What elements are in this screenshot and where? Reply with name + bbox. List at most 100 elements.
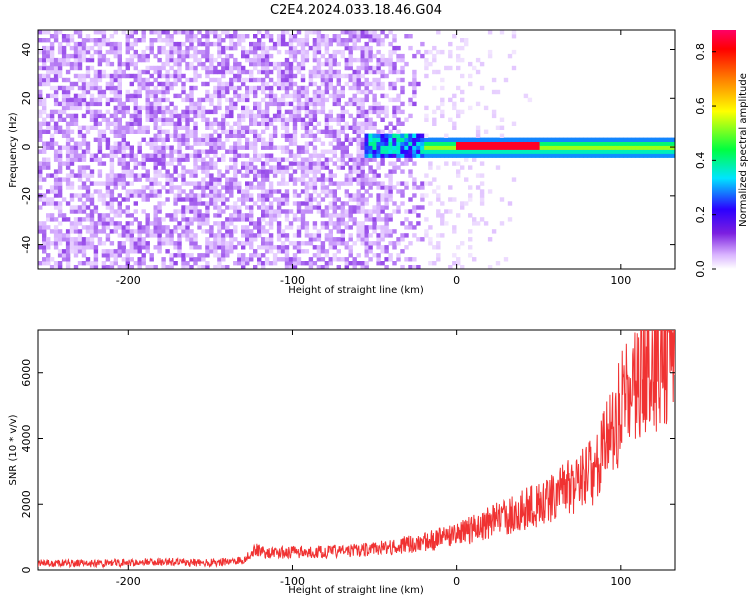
heatmap-cell (376, 257, 381, 262)
heatmap-cell (217, 181, 222, 186)
colorbar-tick-label: 0.0 (694, 260, 707, 278)
heatmap-cell (376, 129, 381, 134)
heatmap-cell (487, 265, 493, 269)
heatmap-cell (137, 129, 142, 134)
heatmap-cell (288, 257, 294, 262)
heatmap-cell (181, 89, 186, 95)
heatmap-cell (257, 133, 262, 138)
heatmap-cell (73, 93, 79, 99)
heatmap-cell (268, 201, 274, 206)
heatmap-cell (225, 121, 230, 126)
heatmap-cell (452, 153, 457, 158)
heatmap-cell (193, 209, 198, 214)
heatmap-cell (257, 77, 262, 83)
heatmap-cell (93, 265, 99, 269)
heatmap-cell (376, 209, 381, 214)
heatmap-cell (49, 41, 55, 47)
heatmap-cell (332, 145, 337, 150)
heatmap-cell (181, 73, 186, 79)
heatmap-cell (388, 241, 393, 246)
heatmap-cell (97, 57, 103, 63)
heatmap-cell (177, 69, 182, 75)
heatmap-cell (217, 261, 222, 266)
heatmap-cell (264, 34, 270, 39)
heatmap-cell (177, 237, 182, 242)
heatmap-cell (137, 193, 142, 198)
heatmap-cell (233, 145, 238, 150)
heatmap-cell (440, 77, 445, 83)
heatmap-cell (372, 38, 377, 43)
heatmap-cell (249, 245, 254, 250)
heatmap-cell (141, 157, 146, 162)
heatmap-cell (356, 38, 361, 43)
heatmap-cell (253, 201, 258, 206)
heatmap-cell (292, 93, 298, 99)
heatmap-cell (46, 257, 51, 262)
heatmap-cell (404, 181, 409, 186)
heatmap-cell (623, 149, 628, 154)
heatmap-cell (185, 205, 190, 210)
heatmap-cell (280, 81, 286, 87)
heatmap-cell (380, 105, 385, 111)
heatmap-cell (268, 117, 274, 122)
heatmap-cell (352, 77, 357, 83)
heatmap-cell (312, 45, 318, 51)
heatmap-cell (61, 53, 67, 59)
heatmap-cell (153, 30, 158, 35)
heatmap-cell (137, 241, 142, 246)
heatmap-cell (221, 265, 226, 269)
heatmap-cell (81, 81, 87, 87)
heatmap-cell (229, 85, 234, 91)
heatmap-cell (619, 153, 624, 158)
heatmap-cell (145, 125, 150, 130)
heatmap-cell (400, 181, 405, 186)
heatmap-cell (304, 165, 310, 170)
heatmap-cell (169, 49, 174, 55)
heatmap-cell (125, 61, 130, 67)
heatmap-cell (380, 157, 385, 162)
heatmap-cell (173, 165, 178, 170)
heatmap-cell (201, 105, 206, 111)
heatmap-cell (376, 101, 381, 107)
heatmap-cell (225, 149, 230, 154)
heatmap-cell (261, 177, 266, 182)
heatmap-cell (356, 209, 361, 214)
heatmap-cell (117, 81, 122, 87)
heatmap-cell (468, 141, 473, 146)
heatmap-cell (229, 129, 234, 134)
heatmap-cell (189, 89, 194, 95)
heatmap-cell (237, 125, 242, 130)
heatmap-cell (89, 241, 95, 246)
heatmap-cell (312, 65, 318, 71)
heatmap-cell (77, 77, 83, 83)
heatmap-cell (376, 105, 381, 111)
heatmap-cell (57, 221, 63, 226)
heatmap-cell (153, 53, 158, 59)
heatmap-cell (253, 253, 258, 258)
heatmap-cell (284, 73, 290, 79)
heatmap-cell (113, 213, 118, 218)
heatmap-cell (189, 65, 194, 71)
heatmap-cell (193, 77, 198, 83)
heatmap-cell (105, 38, 111, 43)
heatmap-cell (245, 197, 250, 202)
heatmap-cell (137, 53, 142, 59)
heatmap-cell (193, 181, 198, 186)
heatmap-cell (177, 221, 182, 226)
heatmap-cell (249, 49, 254, 55)
heatmap-cell (619, 149, 624, 154)
heatmap-cell (69, 169, 75, 174)
heatmap-cell (49, 185, 55, 190)
heatmap-cell (97, 53, 103, 59)
heatmap-cell (316, 41, 322, 47)
heatmap-cell (225, 205, 230, 210)
heatmap-cell (109, 209, 115, 214)
heatmap-cell (133, 161, 138, 166)
heatmap-cell (468, 253, 473, 258)
heatmap-cell (173, 261, 178, 266)
heatmap-cell (229, 109, 234, 115)
heatmap-cell (253, 85, 258, 91)
heatmap-cell (225, 69, 230, 75)
heatmap-cell (209, 245, 214, 250)
heatmap-cell (177, 93, 182, 99)
